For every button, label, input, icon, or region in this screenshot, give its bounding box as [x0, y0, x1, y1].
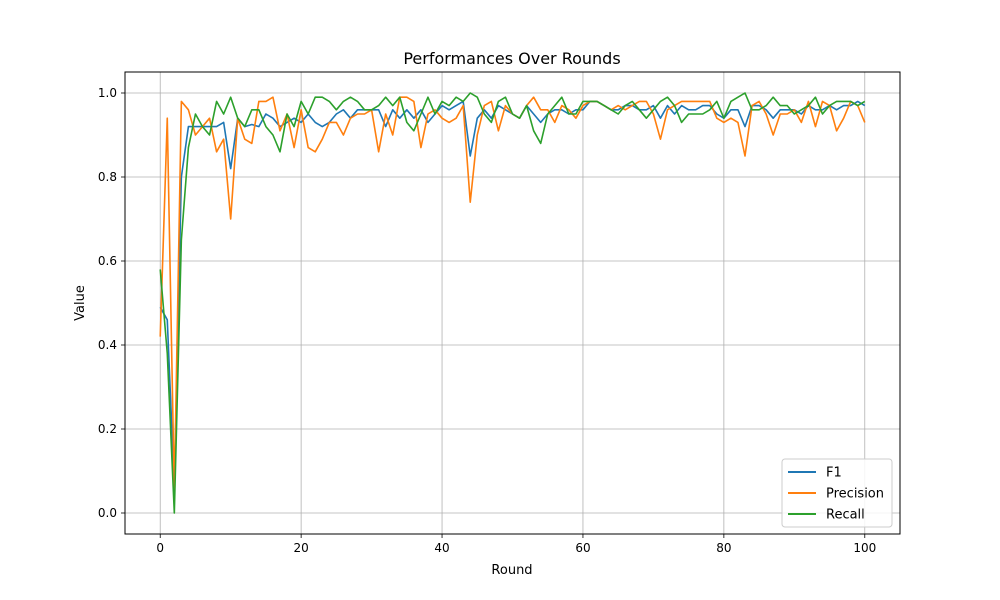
legend-label-recall: Recall: [826, 508, 865, 523]
series-line-recall: [159, 92, 866, 514]
legend: F1 Precision Recall: [781, 458, 893, 528]
y-tick-label: 1.0: [98, 86, 117, 100]
y-tick-label: 0.4: [98, 338, 117, 352]
grid-layer: [125, 72, 900, 534]
x-tick-label: 60: [575, 541, 590, 555]
x-axis-label: Round: [491, 563, 532, 578]
x-tick-label: 80: [716, 541, 731, 555]
x-tick-label: 100: [853, 541, 876, 555]
y-tick-label: 0.6: [98, 254, 117, 268]
legend-label-f1: F1: [826, 466, 842, 481]
series-layer: [159, 92, 866, 514]
y-tick-label: 0.8: [98, 170, 117, 184]
chart-title: Performances Over Rounds: [403, 49, 620, 68]
legend-label-precision: Precision: [826, 487, 884, 502]
y-axis-label: Value: [73, 285, 88, 321]
y-tick-label: 0.2: [98, 422, 117, 436]
ticks-layer: 0 20 40 60 80 100 0.0 0.2 0.4 0.6 0.8 1.0: [98, 86, 876, 555]
axes-frame: [124, 71, 901, 535]
legend-box: [781, 458, 893, 528]
y-tick-label: 0.0: [98, 506, 117, 520]
x-tick-label: 20: [293, 541, 308, 555]
x-tick-label: 40: [434, 541, 449, 555]
x-tick-label: 0: [156, 541, 164, 555]
